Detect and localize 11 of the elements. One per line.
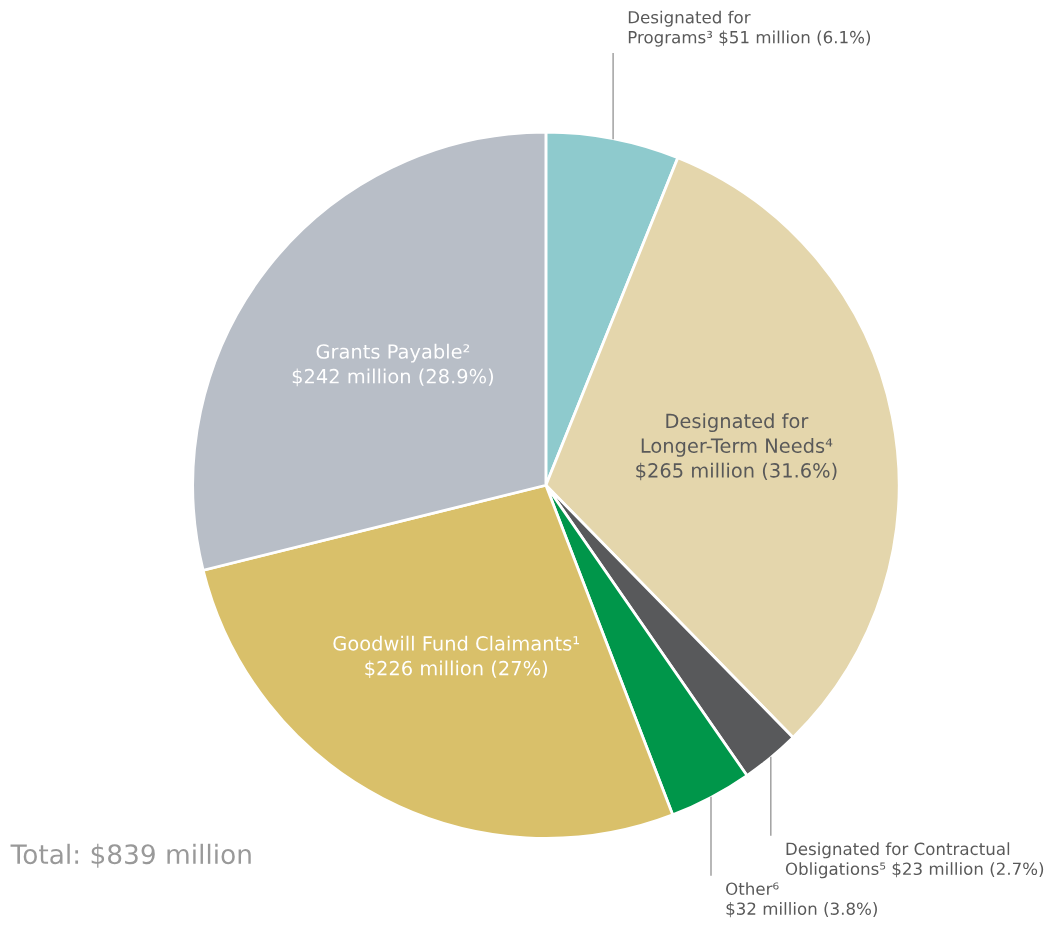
slice-label: Designated for Contractual Obligations⁵ $23 million (2.7%) [785, 842, 1044, 879]
slice-label: Designated for Longer-Term Needs⁴ [641, 413, 833, 457]
data-label: $32 million (3.8%) [726, 902, 877, 918]
data-label: $265 million (31.6%) [636, 462, 837, 481]
data-label: $242 million (28.9%) [292, 368, 494, 387]
slice-label: Other⁶ [726, 882, 779, 896]
slice-label: Designated for Programs³ $51 million (6.1%) [628, 10, 871, 47]
text: Total: $839 million [10, 843, 251, 868]
data-label: $226 million (27%) [365, 660, 548, 679]
slice-label: Goodwill Fund Claimants¹ [333, 635, 580, 651]
slice-label: Grants Payable² [316, 343, 470, 363]
